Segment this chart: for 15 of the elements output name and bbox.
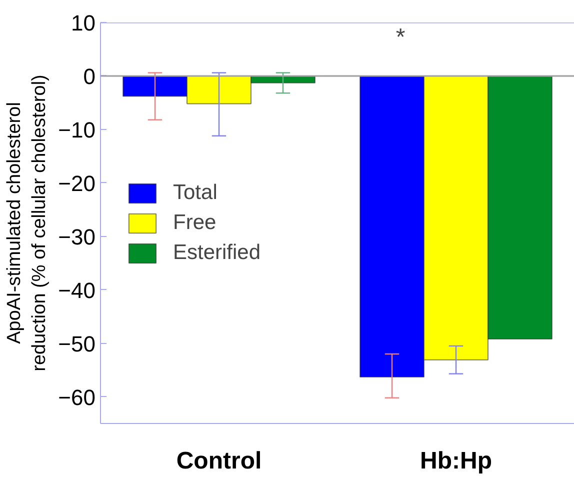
y-tick-label: −10 <box>58 117 96 142</box>
y-tick-label: 0 <box>83 64 96 89</box>
y-tick-label: −40 <box>58 278 96 303</box>
y-tick-label: −60 <box>58 384 96 410</box>
legend-label: Esterified <box>173 240 261 264</box>
annotation: * <box>396 24 406 51</box>
y-tick-label: −30 <box>58 224 96 250</box>
legend-label: Total <box>173 180 218 204</box>
y-axis-title: ApoAI-stimulated cholesterol reduction (% of cellular cholesterol) <box>4 74 50 372</box>
x-tick-label: Hb:Hp <box>420 448 492 474</box>
y-tick-label: −50 <box>58 331 96 356</box>
legend-label: Free <box>173 210 216 234</box>
y-tick-label: −20 <box>58 170 96 196</box>
y-tick-label: 10 <box>71 10 96 36</box>
x-tick-label: Control <box>176 448 262 474</box>
